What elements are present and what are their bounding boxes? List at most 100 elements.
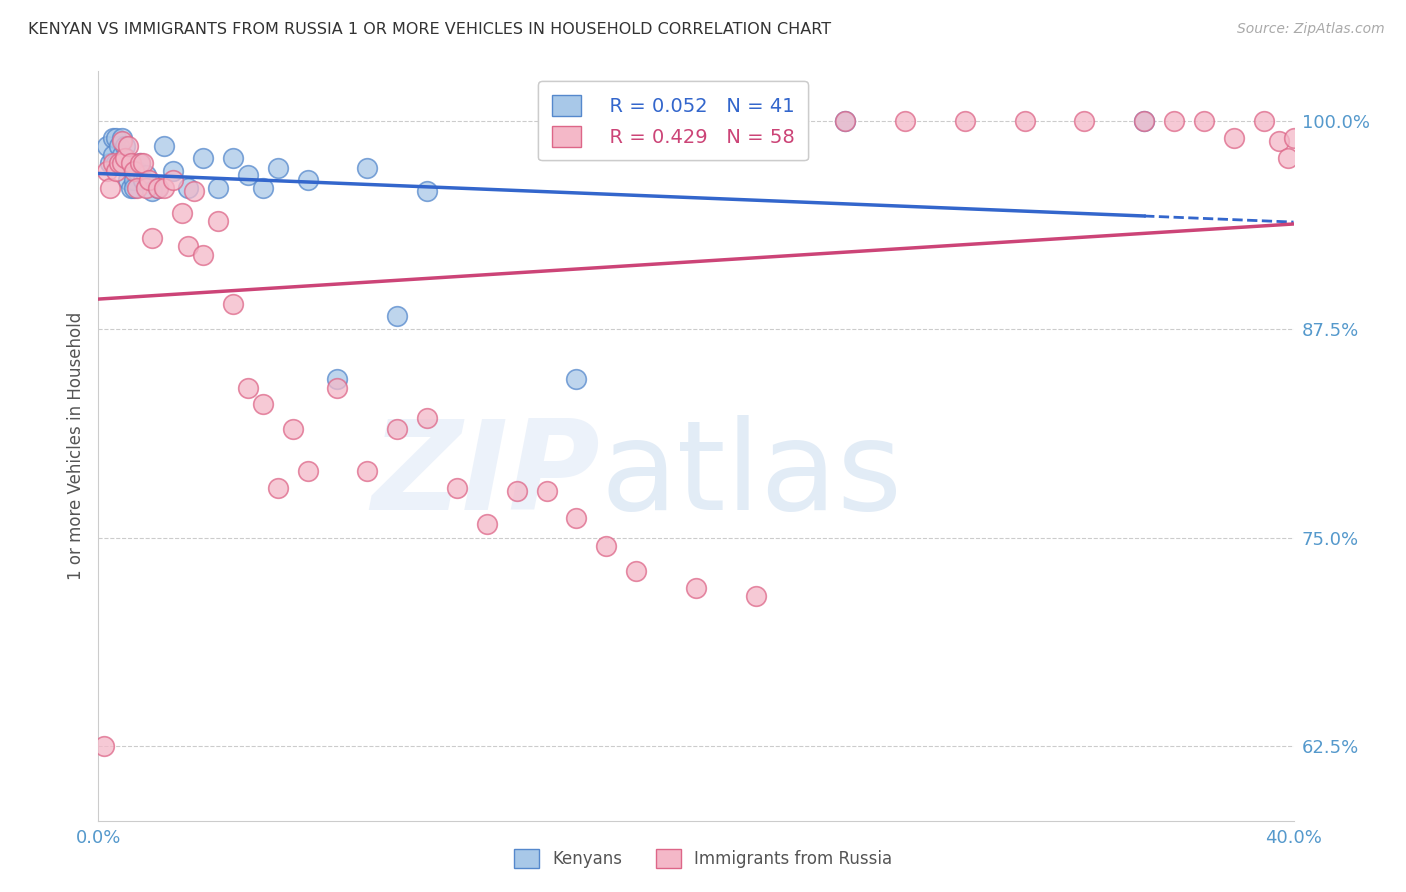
Point	[177, 239, 200, 253]
Legend: Kenyans, Immigrants from Russia: Kenyans, Immigrants from Russia	[508, 843, 898, 875]
Point	[98, 156, 122, 170]
Point	[96, 139, 118, 153]
Point	[536, 483, 558, 498]
Point	[222, 151, 245, 165]
Point	[416, 410, 439, 425]
Point	[222, 297, 245, 311]
Point	[1282, 131, 1305, 145]
Point	[1073, 114, 1095, 128]
Point	[117, 172, 139, 186]
Point	[129, 156, 152, 170]
Point	[326, 372, 349, 386]
Point	[120, 156, 142, 170]
Point	[105, 156, 128, 170]
Point	[98, 181, 122, 195]
Point	[685, 581, 707, 595]
Point	[111, 131, 134, 145]
Point	[1267, 134, 1289, 148]
Point	[207, 214, 229, 228]
Point	[162, 164, 184, 178]
Point	[506, 483, 529, 498]
Point	[141, 184, 163, 198]
Point	[135, 181, 157, 195]
Point	[191, 247, 214, 261]
Point	[252, 181, 274, 195]
Point	[1133, 114, 1156, 128]
Legend:   R = 0.052   N = 41,   R = 0.429   N = 58: R = 0.052 N = 41, R = 0.429 N = 58	[538, 81, 808, 161]
Point	[252, 397, 274, 411]
Point	[135, 168, 157, 182]
Point	[138, 172, 160, 186]
Point	[129, 156, 152, 170]
Point	[96, 164, 118, 178]
Point	[416, 184, 439, 198]
Point	[114, 151, 136, 165]
Point	[153, 139, 176, 153]
Point	[124, 164, 146, 178]
Point	[475, 517, 498, 532]
Point	[103, 156, 125, 170]
Point	[267, 481, 290, 495]
Point	[267, 161, 290, 175]
Point	[103, 147, 125, 161]
Point	[105, 131, 128, 145]
Point	[117, 139, 139, 153]
Point	[153, 181, 176, 195]
Point	[114, 139, 136, 153]
Point	[565, 372, 588, 386]
Point	[120, 156, 142, 170]
Point	[111, 156, 134, 170]
Y-axis label: 1 or more Vehicles in Household: 1 or more Vehicles in Household	[66, 312, 84, 580]
Point	[108, 139, 131, 153]
Point	[148, 181, 170, 195]
Point	[177, 181, 200, 195]
Point	[834, 114, 856, 128]
Point	[834, 114, 856, 128]
Point	[356, 161, 378, 175]
Point	[111, 147, 134, 161]
Point	[183, 184, 205, 198]
Point	[1277, 151, 1299, 165]
Point	[1223, 131, 1246, 145]
Text: Source: ZipAtlas.com: Source: ZipAtlas.com	[1237, 22, 1385, 37]
Point	[114, 151, 136, 165]
Point	[356, 464, 378, 478]
Point	[565, 510, 588, 524]
Point	[148, 181, 170, 195]
Point	[626, 564, 648, 578]
Point	[281, 422, 304, 436]
Point	[141, 231, 163, 245]
Point	[172, 206, 194, 220]
Point	[236, 381, 259, 395]
Text: KENYAN VS IMMIGRANTS FROM RUSSIA 1 OR MORE VEHICLES IN HOUSEHOLD CORRELATION CHA: KENYAN VS IMMIGRANTS FROM RUSSIA 1 OR MO…	[28, 22, 831, 37]
Point	[446, 481, 468, 495]
Point	[103, 131, 125, 145]
Point	[117, 156, 139, 170]
Point	[297, 464, 319, 478]
Point	[191, 151, 214, 165]
Point	[127, 164, 149, 178]
Point	[1192, 114, 1215, 128]
Point	[1014, 114, 1036, 128]
Point	[132, 172, 155, 186]
Point	[595, 539, 617, 553]
Point	[953, 114, 976, 128]
Point	[108, 156, 131, 170]
Point	[1133, 114, 1156, 128]
Point	[120, 181, 142, 195]
Point	[111, 134, 134, 148]
Point	[236, 168, 259, 182]
Point	[326, 381, 349, 395]
Point	[745, 589, 768, 603]
Point	[1163, 114, 1185, 128]
Point	[385, 422, 409, 436]
Text: atlas: atlas	[600, 416, 903, 536]
Point	[124, 181, 146, 195]
Point	[162, 172, 184, 186]
Point	[207, 181, 229, 195]
Point	[894, 114, 917, 128]
Point	[108, 156, 131, 170]
Point	[127, 181, 149, 195]
Point	[105, 164, 128, 178]
Point	[297, 172, 319, 186]
